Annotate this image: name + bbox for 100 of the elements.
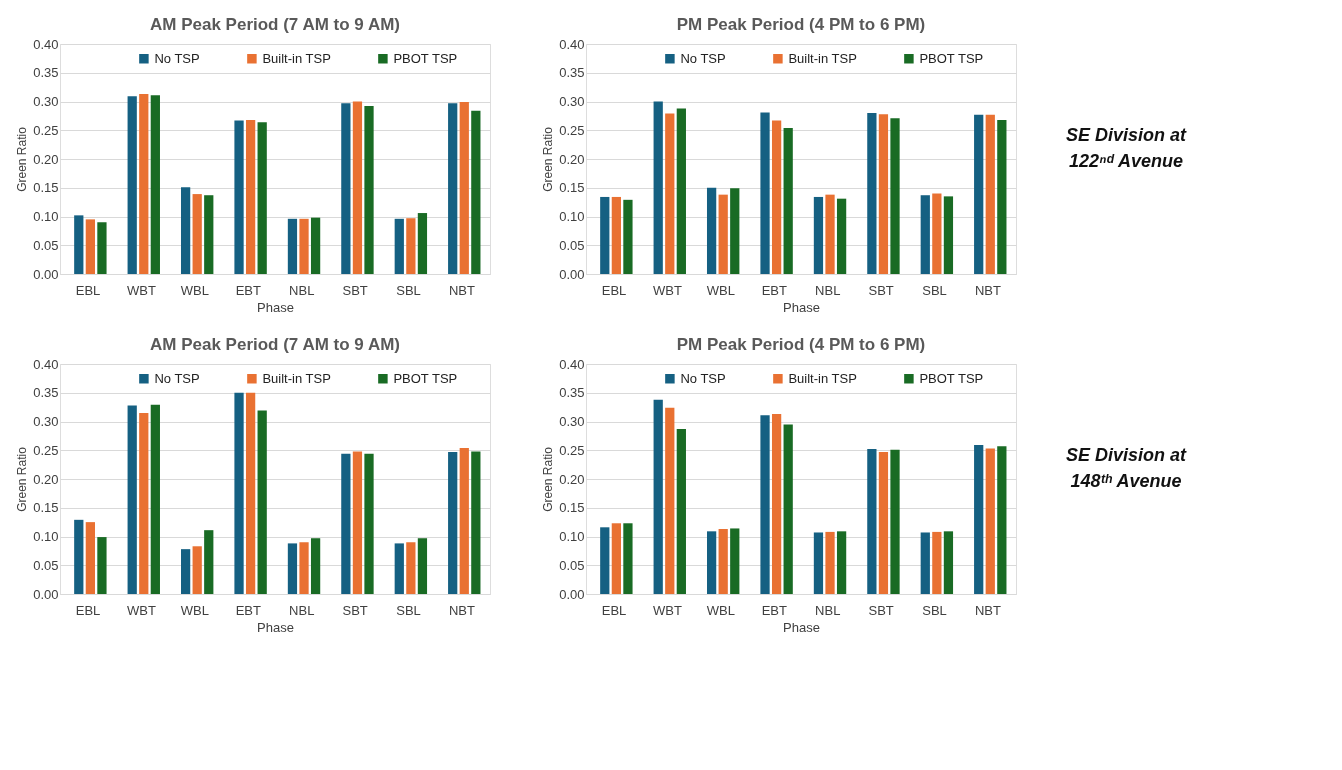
x-tick-label: NBT [448, 602, 476, 618]
x-tick-label: EBT [235, 282, 261, 298]
y-axis-title: Green Ratio [541, 446, 556, 512]
y-tick-label: 0.05 [33, 237, 59, 253]
x-axis-title: Phase [257, 299, 294, 315]
bar [139, 94, 149, 274]
bar [448, 451, 458, 594]
y-tick-label: 0.20 [33, 151, 59, 167]
x-tick-label: WBL [180, 282, 209, 298]
legend-label: No TSP [680, 370, 726, 386]
bar [985, 114, 995, 274]
bar [932, 193, 942, 274]
bar [245, 119, 256, 274]
bar [417, 213, 428, 274]
bar [760, 112, 770, 274]
bar [825, 531, 835, 594]
bar [127, 405, 137, 594]
bar [299, 218, 309, 274]
bar [97, 222, 107, 274]
bar [730, 528, 740, 594]
bar [920, 532, 930, 594]
bar [287, 543, 298, 594]
bar [180, 187, 191, 274]
bar [706, 531, 717, 594]
y-tick-label: 0.20 [559, 471, 585, 487]
y-tick-label: 0.00 [559, 586, 585, 602]
y-tick-label: 0.00 [33, 586, 59, 602]
bar [406, 218, 416, 274]
y-tick-label: 0.40 [33, 36, 59, 52]
bar [974, 445, 984, 594]
bar [234, 392, 244, 594]
y-tick-label: 0.20 [33, 471, 59, 487]
y-tick-label: 0.35 [33, 385, 59, 401]
bar [783, 127, 793, 274]
bar [867, 449, 877, 594]
bar [150, 95, 160, 274]
bar [878, 451, 889, 594]
bar [459, 102, 469, 274]
legend-label: PBOT TSP [393, 50, 458, 66]
bar [771, 414, 782, 594]
bar [718, 194, 728, 274]
bar [74, 215, 84, 274]
bar [394, 543, 404, 594]
bar [245, 392, 256, 594]
y-tick-label: 0.15 [33, 500, 59, 516]
x-axis-title: Phase [257, 619, 294, 635]
bar [204, 530, 214, 594]
bar [180, 549, 191, 594]
bar [611, 523, 621, 594]
bar [867, 113, 877, 274]
legend-label: Built-in TSP [262, 370, 331, 386]
bar [257, 122, 267, 274]
x-tick-label: EBL [601, 282, 627, 298]
x-tick-label: WBT [127, 282, 156, 298]
x-tick-label: SBL [922, 602, 947, 618]
legend-label: PBOT TSP [919, 370, 984, 386]
x-tick-label: WBT [653, 282, 682, 298]
legend-label: No TSP [680, 50, 726, 66]
bar [878, 114, 889, 274]
y-tick-label: 0.20 [559, 151, 585, 167]
bar [74, 519, 84, 594]
bar [920, 195, 930, 274]
y-tick-label: 0.40 [33, 356, 59, 372]
x-tick-label: NBT [448, 282, 476, 298]
x-tick-label: WBL [180, 602, 209, 618]
y-tick-label: 0.25 [33, 122, 59, 138]
y-tick-label: 0.30 [559, 414, 585, 429]
bar [623, 199, 633, 274]
bar [676, 428, 686, 594]
y-tick-label: 0.15 [559, 180, 585, 196]
y-tick-label: 0.40 [559, 356, 585, 372]
y-tick-label: 0.30 [559, 94, 585, 109]
bar [341, 103, 351, 274]
bar [417, 538, 428, 594]
bar [471, 451, 481, 594]
x-tick-label: WBL [706, 282, 735, 298]
x-tick-label: NBT [974, 602, 1002, 618]
bar [825, 194, 835, 274]
bar [310, 217, 321, 274]
bar [665, 113, 675, 274]
bar [623, 523, 633, 594]
bar [997, 446, 1007, 594]
chart-title: PM Peak Period (4 PM to 6 PM) [676, 335, 926, 354]
x-tick-label: NBT [974, 282, 1002, 298]
bar [150, 404, 160, 594]
bar [600, 196, 610, 274]
y-tick-label: 0.00 [559, 266, 585, 282]
x-tick-label: SBT [342, 282, 368, 298]
y-tick-label: 0.10 [559, 529, 585, 544]
bar [985, 448, 995, 594]
y-axis-title: Green Ratio [15, 126, 30, 192]
y-tick-label: 0.15 [33, 180, 59, 196]
bar [890, 449, 900, 594]
y-axis-title: Green Ratio [541, 126, 556, 192]
bar [287, 218, 298, 274]
y-tick-label: 0.10 [559, 209, 585, 224]
bar [653, 399, 663, 594]
bar [611, 196, 621, 274]
x-tick-label: NBL [815, 282, 841, 298]
y-tick-label: 0.35 [559, 65, 585, 81]
